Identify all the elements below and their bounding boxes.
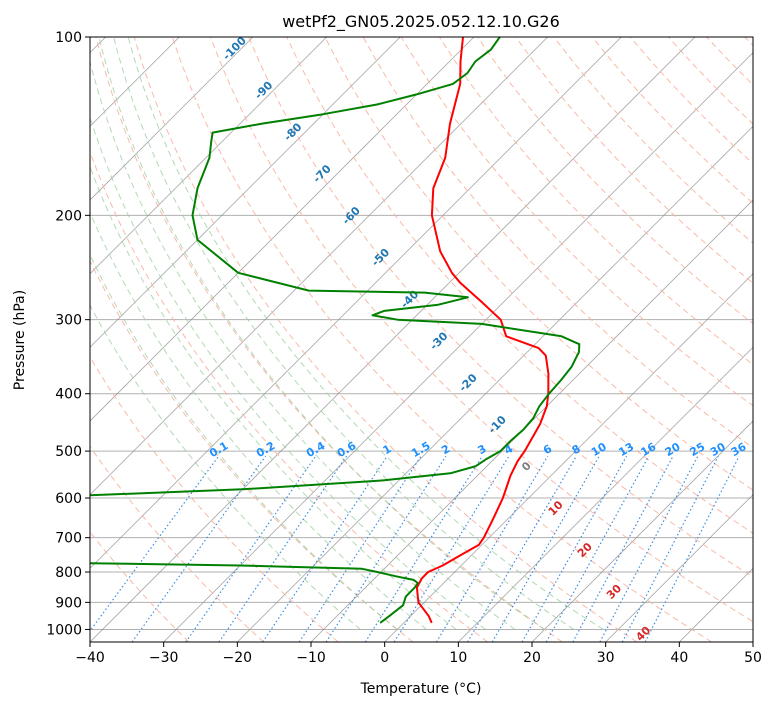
- x-tick-label: 10: [449, 650, 467, 666]
- x-tick-label: 0: [380, 650, 389, 666]
- y-tick-label: 300: [55, 313, 82, 329]
- y-tick-label: 1000: [46, 622, 82, 638]
- x-tick-label: 30: [597, 650, 615, 666]
- y-tick-label: 100: [55, 30, 82, 46]
- y-tick-label: 200: [55, 208, 82, 224]
- x-tick-label: −10: [296, 650, 326, 666]
- y-tick-label: 700: [55, 531, 82, 547]
- x-axis-label: Temperature (°C): [360, 681, 482, 697]
- y-tick-label: 400: [55, 387, 82, 403]
- x-tick-label: 40: [670, 650, 688, 666]
- chart-title: wetPf2_GN05.2025.052.12.10.G26: [282, 12, 560, 32]
- y-tick-label: 600: [55, 491, 82, 507]
- y-tick-label: 800: [55, 565, 82, 581]
- y-tick-label: 900: [55, 595, 82, 611]
- y-tick-label: 500: [55, 444, 82, 460]
- x-tick-label: −30: [149, 650, 179, 666]
- y-axis-label: Pressure (hPa): [12, 290, 28, 390]
- x-tick-label: 20: [523, 650, 541, 666]
- x-tick-label: −20: [223, 650, 253, 666]
- x-tick-label: 50: [744, 650, 762, 666]
- x-tick-label: −40: [75, 650, 105, 666]
